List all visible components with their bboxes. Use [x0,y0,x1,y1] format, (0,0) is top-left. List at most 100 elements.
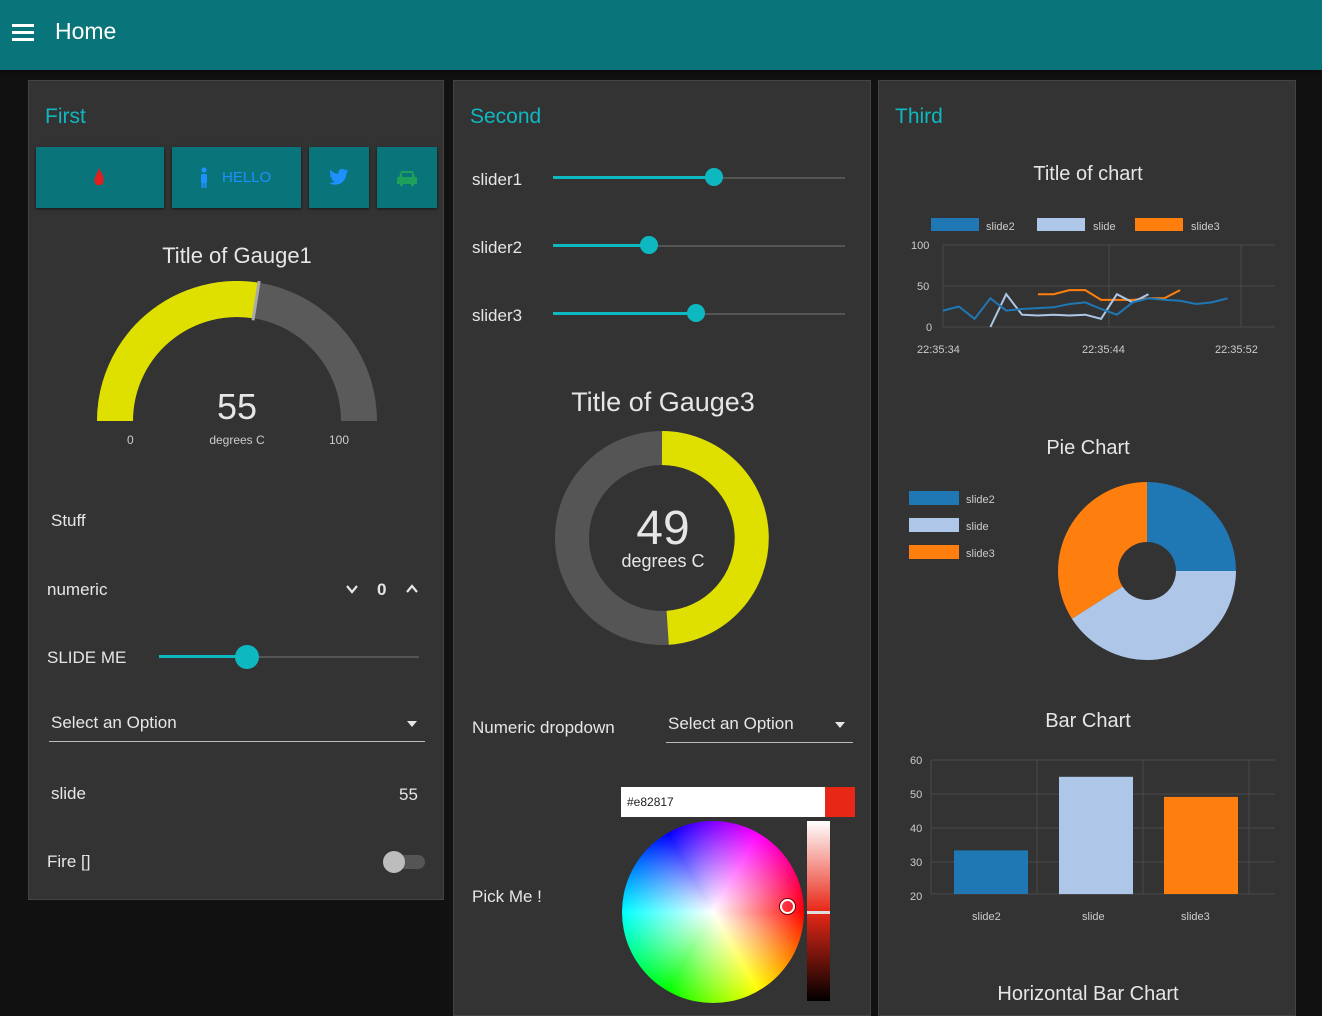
pie-legend-swatch-slide [909,518,959,532]
legend-swatch-slide3 [1135,218,1183,231]
bar-x-label-slide3: slide3 [1181,911,1210,923]
fire-switch[interactable] [383,849,427,873]
numeric-label: numeric [47,580,108,599]
dropdown-value: Select an Option [668,714,794,733]
legend-label-slide: slide [1093,221,1116,233]
chevron-down-icon[interactable] [344,581,360,597]
legend-swatch-slide2 [931,218,979,231]
legend-label-slide2: slide2 [986,221,1015,233]
bar-y-tick-50: 50 [910,789,922,801]
pie-legend: slide2 slide slide3 [909,491,995,560]
gauge3-value: 49 [636,502,690,555]
slider2-label: slider2 [472,238,523,257]
switch-knob [383,851,405,873]
fire-button[interactable] [36,147,164,208]
group-title-second: Second [470,105,542,128]
slider3[interactable] [553,299,845,329]
color-hex-value: #e82817 [627,795,674,809]
numeric-value: 0 [377,580,387,599]
pie-chart [1058,482,1236,660]
slider1-label: slider1 [472,170,523,189]
bar-x-label-slide: slide [1082,911,1105,923]
pick-me-label: Pick Me ! [472,887,542,906]
line-y-tick-50: 50 [917,281,929,293]
twitter-icon [329,169,349,185]
select-option-dropdown[interactable]: Select an Option [49,707,425,742]
caret-down-icon [407,721,417,727]
dropdown-value: Select an Option [51,713,177,732]
slider-thumb[interactable] [235,645,260,669]
panel-third: Third Title of chart slide2 slide slide3… [878,80,1296,1016]
pie-legend-label-slide2: slide2 [966,494,995,506]
numeric-dropdown[interactable]: Select an Option [666,708,853,743]
line-series-slide [989,292,1149,328]
color-hex-input[interactable]: #e82817 [621,787,825,817]
slider1[interactable] [553,163,845,193]
slide-me-label: SLIDE ME [47,648,127,667]
line-x-tick-3: 22:35:52 [1215,344,1258,356]
slider-thumb[interactable] [687,304,706,322]
brightness-slider[interactable] [807,821,830,1001]
line-chart-title: Title of chart [1033,163,1143,185]
legend-label-slide3: slide3 [1191,221,1220,233]
twitter-button[interactable] [309,147,369,208]
gauge1-title: Title of Gauge1 [162,243,312,268]
horizontal-bar-chart-title: Horizontal Bar Chart [997,983,1179,1005]
bar-slide [1059,776,1133,895]
bar-x-label-slide2: slide2 [972,911,1001,923]
pie-chart-title: Pie Chart [1046,437,1130,459]
gauge1-value: 55 [216,386,258,427]
pie-legend-swatch-slide3 [909,545,959,559]
bar-y-tick-30: 30 [910,857,922,869]
gauge1-units: degrees C [209,433,265,447]
pie-legend-swatch-slide2 [909,491,959,505]
gauge1-min: 0 [127,433,134,447]
gauge3-units: degrees C [621,551,705,571]
pie-legend-label-slide3: slide3 [966,548,995,560]
male-icon [201,167,207,188]
hello-button-label: HELLO [222,169,272,186]
car-button[interactable] [377,147,437,208]
pie-slice-slide [1071,571,1236,660]
gauge3-title: Title of Gauge3 [571,387,755,417]
color-wheel-cursor[interactable] [780,899,795,914]
line-y-tick-100: 100 [911,240,929,252]
stuff-label: Stuff [51,511,86,530]
pie-legend-label-slide: slide [966,521,989,533]
chevron-up-icon[interactable] [404,581,420,597]
slider-thumb[interactable] [704,168,723,186]
bar-y-tick-60: 60 [910,755,922,767]
gauge1 [97,281,377,422]
bar-slide3 [1164,796,1238,894]
line-y-tick-0: 0 [926,322,932,334]
slider2[interactable] [553,231,845,261]
bar-chart: 60 50 40 30 20 slide2 slide slide3 [910,755,1275,923]
caret-down-icon [835,722,845,728]
pie-slice-slide2 [1147,482,1236,571]
color-swatch [825,787,855,817]
bar-slide2 [954,850,1028,894]
group-title-first: First [45,105,86,128]
hamburger-menu-icon[interactable] [12,24,36,42]
pie-slice-slide3 [1058,482,1147,619]
line-chart-grid [942,244,1275,328]
line-x-tick-2: 22:35:44 [1082,344,1125,356]
fire-switch-label: Fire [] [47,852,91,871]
line-chart: slide2 slide slide3 100 50 0 22:35:34 22… [911,218,1275,356]
group-title-third: Third [895,105,943,128]
color-wheel[interactable] [622,821,804,1003]
slide-me-slider[interactable] [159,642,419,672]
bar-chart-bars [954,776,1238,895]
hello-button[interactable]: HELLO [172,147,301,208]
slide-text-label: slide [51,784,86,803]
panel-first: First HELLO Title of Gauge1 55 degrees C… [28,80,444,900]
fire-icon [94,168,104,186]
slider-thumb[interactable] [640,236,659,254]
gauge1-needle [251,281,261,321]
gauge3-value-arc [661,431,769,645]
brightness-slider-handle[interactable] [807,911,830,914]
gauge1-value-arc [97,281,259,422]
line-x-tick-1: 22:35:34 [917,344,960,356]
line-chart-legend: slide2 slide slide3 [931,218,1220,233]
slider3-label: slider3 [472,306,523,325]
